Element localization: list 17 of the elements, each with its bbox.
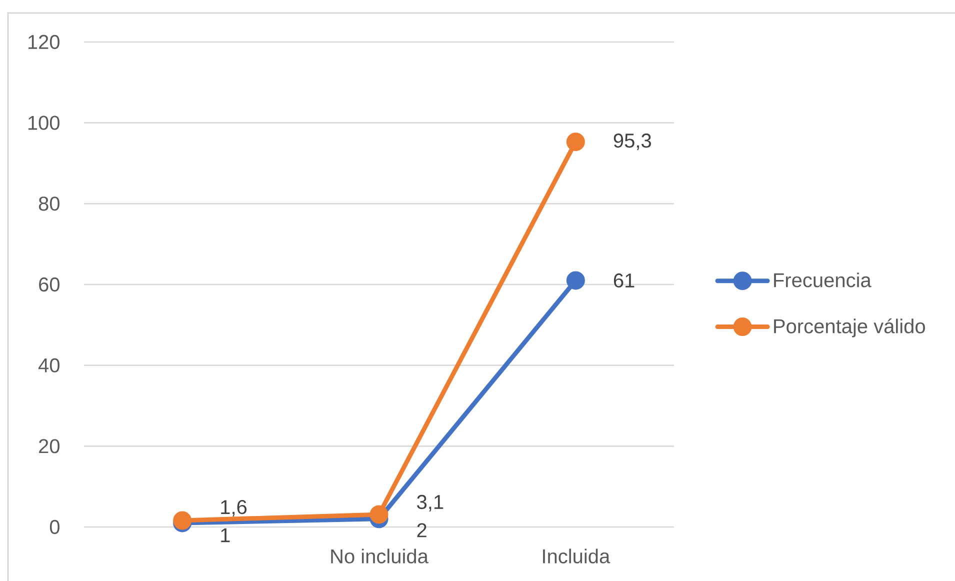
data-label: 2	[417, 523, 426, 538]
x-tick-label: Incluida	[543, 548, 610, 564]
data-label: 61	[614, 273, 634, 288]
y-tick-label: 120	[28, 34, 60, 50]
y-tick-label: 0	[50, 520, 60, 534]
y-tick-label: 20	[39, 439, 60, 454]
legend-label: Porcentaje válido	[774, 318, 925, 338]
data-label: 3,1	[417, 494, 444, 512]
y-tick-label: 80	[38, 196, 60, 211]
y-tick-label: 100	[28, 116, 60, 130]
data-label: 1	[221, 528, 230, 542]
x-tick-label: No incluida	[331, 548, 428, 564]
legend-label: Frecuencia	[774, 272, 872, 288]
y-tick-label: 60	[39, 277, 60, 292]
data-label: 95,3	[614, 134, 651, 150]
data-label: 1,6	[221, 500, 247, 516]
y-tick-label: 40	[38, 358, 60, 372]
